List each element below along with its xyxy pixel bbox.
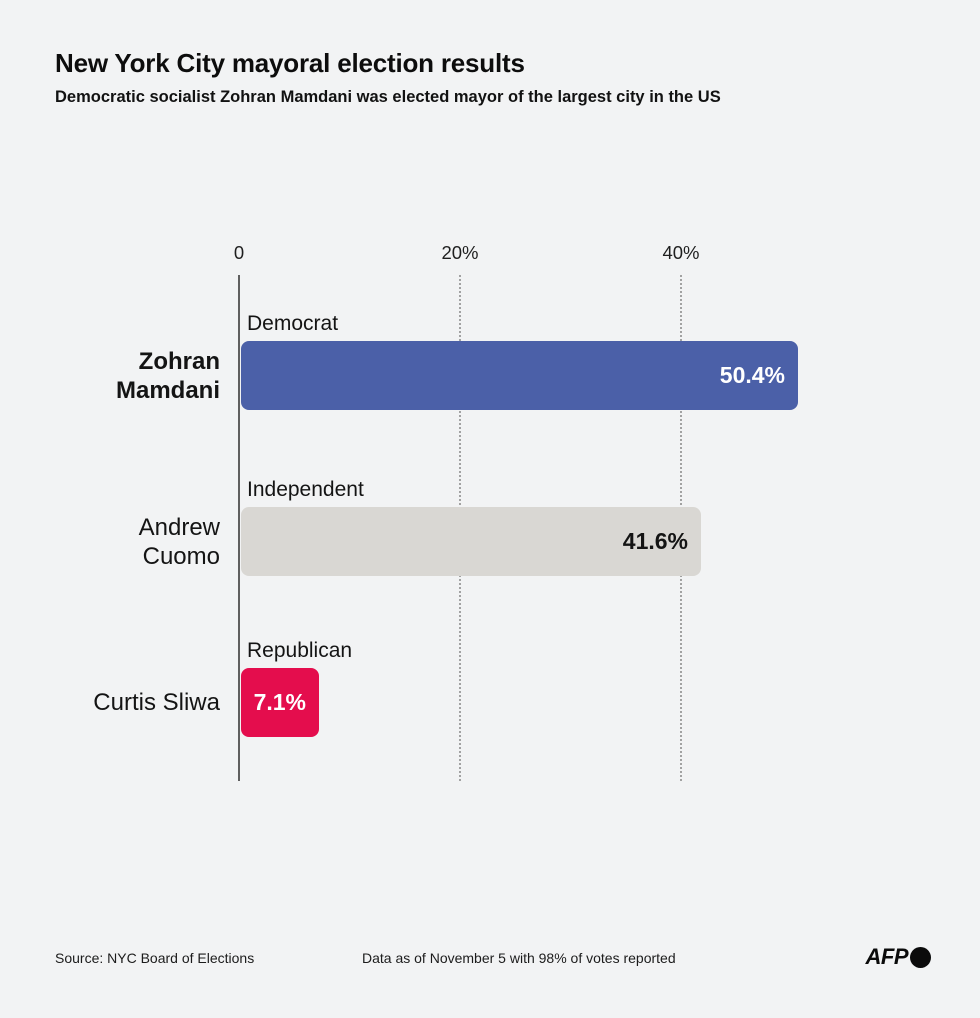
bar: 50.4% bbox=[241, 341, 798, 410]
party-label: Independent bbox=[247, 478, 364, 501]
party-label: Democrat bbox=[247, 312, 339, 335]
data-note: Data as of November 5 with 98% of votes … bbox=[362, 950, 676, 966]
source-note: Source: NYC Board of Elections bbox=[55, 950, 255, 966]
bar: 41.6% bbox=[241, 507, 701, 576]
bar-value: 50.4% bbox=[719, 362, 785, 388]
bar-value: 7.1% bbox=[253, 689, 306, 715]
afp-logo-text: AFP bbox=[865, 944, 909, 969]
afp-logo: AFP bbox=[865, 944, 931, 970]
party-label: Republican bbox=[247, 639, 353, 662]
x-tick-0: 0 bbox=[233, 242, 245, 263]
candidate-name: Andrew Cuomo bbox=[138, 513, 220, 570]
page-title: New York City mayoral election results bbox=[55, 48, 525, 78]
bar-value: 41.6% bbox=[622, 528, 688, 554]
bar: 7.1% bbox=[241, 668, 319, 737]
candidate-name: Zohran Mamdani bbox=[115, 347, 220, 404]
x-tick-40: 40% bbox=[662, 242, 700, 263]
x-tick-20: 20% bbox=[441, 242, 479, 263]
page-subtitle: Democratic socialist Zohran Mamdani was … bbox=[55, 88, 721, 106]
y-axis-line bbox=[238, 275, 240, 781]
candidate-name: Curtis Sliwa bbox=[93, 689, 220, 716]
afp-logo-circle-icon bbox=[910, 946, 931, 968]
